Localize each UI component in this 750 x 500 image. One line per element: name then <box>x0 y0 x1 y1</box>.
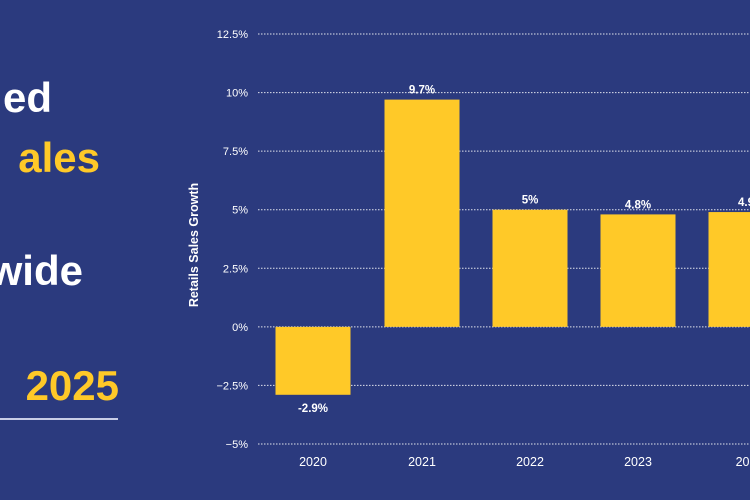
y-tick-label: −5% <box>226 439 249 451</box>
bar-2024 <box>708 212 750 327</box>
x-tick-label: 202 <box>736 455 750 469</box>
headline-line-2: ales <box>18 134 100 181</box>
headline-line-4: 2025 <box>25 362 119 409</box>
data-label: 4.9 <box>738 197 750 209</box>
y-tick-label: 7.5% <box>223 146 248 158</box>
data-label: 4.8% <box>625 199 651 211</box>
y-tick-label: 5% <box>232 205 248 217</box>
x-tick-label: 2021 <box>408 455 436 469</box>
headline-line-1: ed <box>2 74 52 121</box>
y-tick-label: 0% <box>232 322 248 334</box>
y-tick-label: 12.5% <box>217 29 248 41</box>
data-label: 5% <box>522 195 539 207</box>
data-label: 9.7% <box>409 85 435 97</box>
data-label: -2.9% <box>298 403 328 415</box>
y-tick-label: 10% <box>226 88 248 100</box>
y-axis-label: Retails Sales Growth <box>187 183 201 307</box>
bar-2022 <box>492 209 568 327</box>
bar-2021 <box>384 99 460 327</box>
x-tick-label: 2023 <box>624 455 652 469</box>
x-tick-label: 2022 <box>516 455 544 469</box>
headline-underline <box>0 418 118 420</box>
headline-line-3: wide <box>0 247 83 294</box>
bar-2023 <box>600 214 676 327</box>
x-tick-label: 2020 <box>299 455 327 469</box>
y-tick-label: 2.5% <box>223 263 248 275</box>
bar-2020 <box>275 326 351 395</box>
y-tick-label: −2.5% <box>217 380 249 392</box>
